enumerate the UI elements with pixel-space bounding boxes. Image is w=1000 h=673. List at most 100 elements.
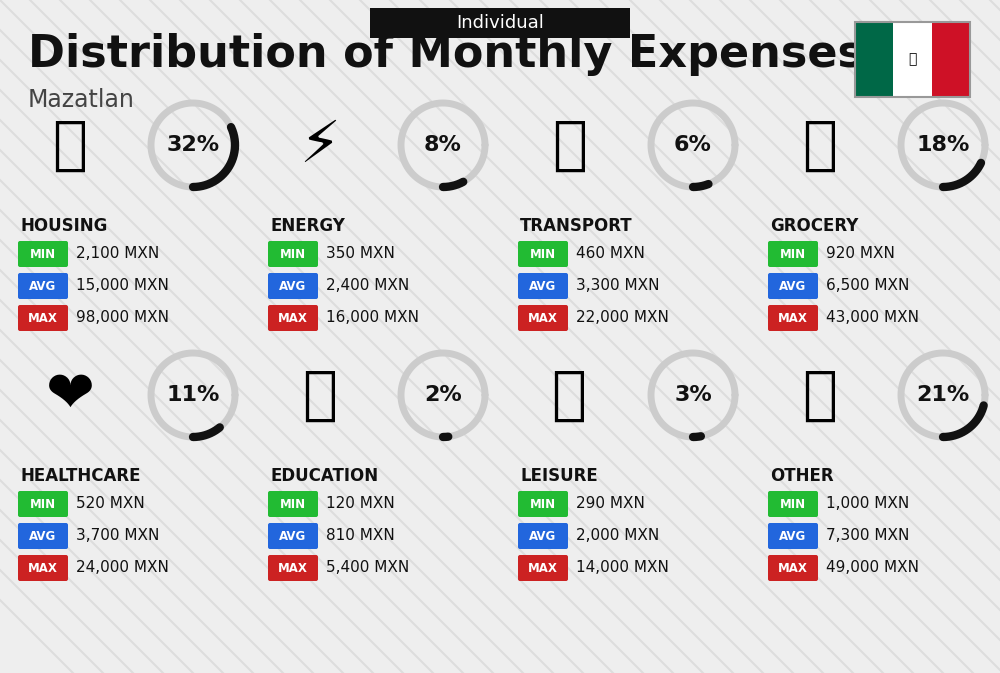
FancyBboxPatch shape bbox=[768, 491, 818, 517]
Text: MIN: MIN bbox=[530, 497, 556, 511]
Text: MAX: MAX bbox=[28, 561, 58, 575]
Text: 22,000 MXN: 22,000 MXN bbox=[576, 310, 669, 326]
Text: Mazatlan: Mazatlan bbox=[28, 88, 135, 112]
Text: AVG: AVG bbox=[529, 279, 557, 293]
Text: 👜: 👜 bbox=[802, 367, 838, 423]
Text: 5,400 MXN: 5,400 MXN bbox=[326, 561, 409, 575]
Text: MIN: MIN bbox=[280, 497, 306, 511]
FancyBboxPatch shape bbox=[268, 273, 318, 299]
Text: LEISURE: LEISURE bbox=[520, 467, 598, 485]
Text: AVG: AVG bbox=[779, 530, 807, 542]
Text: 6,500 MXN: 6,500 MXN bbox=[826, 279, 909, 293]
Text: 11%: 11% bbox=[166, 385, 220, 405]
FancyBboxPatch shape bbox=[268, 305, 318, 331]
Text: OTHER: OTHER bbox=[770, 467, 834, 485]
Text: 21%: 21% bbox=[916, 385, 970, 405]
Text: 15,000 MXN: 15,000 MXN bbox=[76, 279, 169, 293]
Text: MAX: MAX bbox=[778, 561, 808, 575]
Text: MAX: MAX bbox=[28, 312, 58, 324]
FancyBboxPatch shape bbox=[518, 523, 568, 549]
Text: MAX: MAX bbox=[278, 561, 308, 575]
FancyBboxPatch shape bbox=[893, 22, 932, 97]
FancyBboxPatch shape bbox=[768, 555, 818, 581]
Text: TRANSPORT: TRANSPORT bbox=[520, 217, 633, 235]
Text: MIN: MIN bbox=[280, 248, 306, 260]
Text: 🛒: 🛒 bbox=[802, 116, 838, 174]
Text: AVG: AVG bbox=[29, 279, 57, 293]
Text: 2,100 MXN: 2,100 MXN bbox=[76, 246, 159, 262]
Text: GROCERY: GROCERY bbox=[770, 217, 858, 235]
Text: 3%: 3% bbox=[674, 385, 712, 405]
Text: 32%: 32% bbox=[166, 135, 220, 155]
FancyBboxPatch shape bbox=[18, 523, 68, 549]
FancyBboxPatch shape bbox=[18, 555, 68, 581]
Text: ❤️: ❤️ bbox=[46, 367, 94, 423]
FancyBboxPatch shape bbox=[518, 555, 568, 581]
Text: MAX: MAX bbox=[528, 561, 558, 575]
Text: 49,000 MXN: 49,000 MXN bbox=[826, 561, 919, 575]
FancyBboxPatch shape bbox=[518, 491, 568, 517]
Text: 24,000 MXN: 24,000 MXN bbox=[76, 561, 169, 575]
Text: Individual: Individual bbox=[456, 14, 544, 32]
FancyBboxPatch shape bbox=[268, 491, 318, 517]
Text: 18%: 18% bbox=[916, 135, 970, 155]
FancyBboxPatch shape bbox=[518, 273, 568, 299]
Text: ⚡: ⚡ bbox=[300, 116, 340, 174]
Text: MAX: MAX bbox=[778, 312, 808, 324]
Text: 810 MXN: 810 MXN bbox=[326, 528, 395, 544]
Text: 8%: 8% bbox=[424, 135, 462, 155]
Text: HEALTHCARE: HEALTHCARE bbox=[20, 467, 140, 485]
Text: 🛍️: 🛍️ bbox=[552, 367, 588, 423]
Text: 🏢: 🏢 bbox=[52, 116, 88, 174]
Text: MAX: MAX bbox=[528, 312, 558, 324]
Text: AVG: AVG bbox=[29, 530, 57, 542]
Text: 6%: 6% bbox=[674, 135, 712, 155]
Text: MIN: MIN bbox=[780, 248, 806, 260]
FancyBboxPatch shape bbox=[768, 241, 818, 267]
Text: 43,000 MXN: 43,000 MXN bbox=[826, 310, 919, 326]
Text: AVG: AVG bbox=[529, 530, 557, 542]
Text: 14,000 MXN: 14,000 MXN bbox=[576, 561, 669, 575]
FancyBboxPatch shape bbox=[768, 523, 818, 549]
FancyBboxPatch shape bbox=[18, 241, 68, 267]
Text: 16,000 MXN: 16,000 MXN bbox=[326, 310, 419, 326]
Text: AVG: AVG bbox=[779, 279, 807, 293]
Text: 3,300 MXN: 3,300 MXN bbox=[576, 279, 660, 293]
Text: Distribution of Monthly Expenses: Distribution of Monthly Expenses bbox=[28, 34, 864, 77]
Text: HOUSING: HOUSING bbox=[20, 217, 107, 235]
Text: 350 MXN: 350 MXN bbox=[326, 246, 395, 262]
Text: 98,000 MXN: 98,000 MXN bbox=[76, 310, 169, 326]
FancyBboxPatch shape bbox=[268, 523, 318, 549]
FancyBboxPatch shape bbox=[268, 241, 318, 267]
Text: MAX: MAX bbox=[278, 312, 308, 324]
Text: MIN: MIN bbox=[780, 497, 806, 511]
Text: 290 MXN: 290 MXN bbox=[576, 497, 645, 511]
FancyBboxPatch shape bbox=[18, 305, 68, 331]
Text: 120 MXN: 120 MXN bbox=[326, 497, 395, 511]
FancyBboxPatch shape bbox=[18, 491, 68, 517]
Text: 7,300 MXN: 7,300 MXN bbox=[826, 528, 909, 544]
FancyBboxPatch shape bbox=[370, 8, 630, 38]
Text: 🎓: 🎓 bbox=[302, 367, 338, 423]
Text: MIN: MIN bbox=[30, 497, 56, 511]
FancyBboxPatch shape bbox=[932, 22, 970, 97]
Text: 520 MXN: 520 MXN bbox=[76, 497, 145, 511]
Text: EDUCATION: EDUCATION bbox=[270, 467, 378, 485]
FancyBboxPatch shape bbox=[768, 305, 818, 331]
FancyBboxPatch shape bbox=[518, 241, 568, 267]
Text: AVG: AVG bbox=[279, 530, 307, 542]
FancyBboxPatch shape bbox=[268, 555, 318, 581]
Text: MIN: MIN bbox=[530, 248, 556, 260]
Text: 2%: 2% bbox=[424, 385, 462, 405]
Text: 460 MXN: 460 MXN bbox=[576, 246, 645, 262]
Text: 2,400 MXN: 2,400 MXN bbox=[326, 279, 409, 293]
Text: 3,700 MXN: 3,700 MXN bbox=[76, 528, 159, 544]
Text: 🚌: 🚌 bbox=[552, 116, 588, 174]
FancyBboxPatch shape bbox=[855, 22, 893, 97]
FancyBboxPatch shape bbox=[518, 305, 568, 331]
Text: 🦅: 🦅 bbox=[908, 52, 917, 67]
Text: 1,000 MXN: 1,000 MXN bbox=[826, 497, 909, 511]
Text: MIN: MIN bbox=[30, 248, 56, 260]
FancyBboxPatch shape bbox=[18, 273, 68, 299]
Text: AVG: AVG bbox=[279, 279, 307, 293]
